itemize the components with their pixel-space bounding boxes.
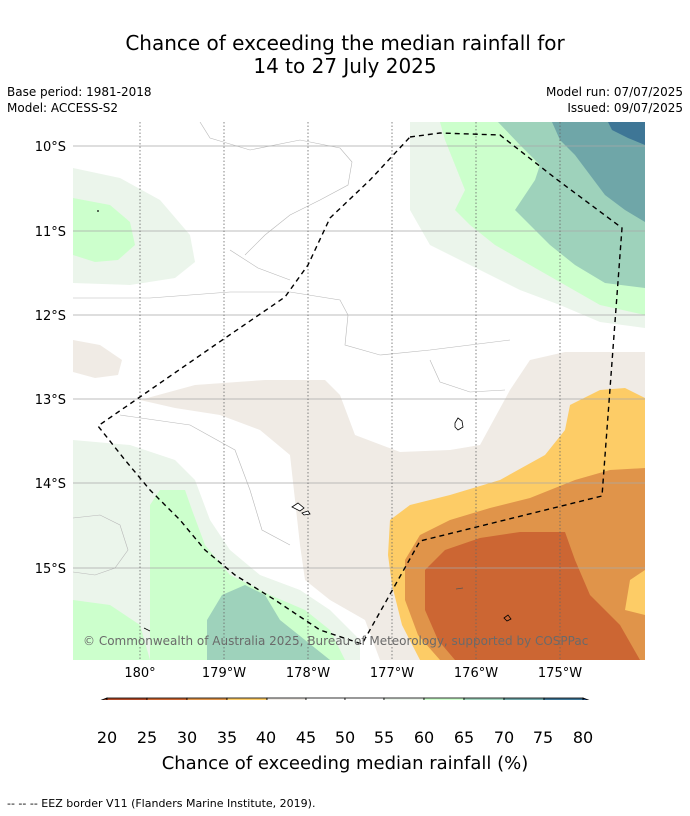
region-60-65-southwest: [150, 490, 345, 660]
colorbar-cell: [383, 697, 425, 700]
longitude-gridlines: [139, 122, 561, 660]
colorbar-cell-above80: [582, 697, 590, 700]
lon-label: 177°W: [370, 666, 414, 681]
colorbar-cell: [146, 697, 188, 700]
colorbar-title: Chance of exceeding median rainfall (%): [161, 753, 529, 774]
colorbar-tick-label: 80: [572, 728, 594, 747]
colorbar-tick-label: 50: [334, 728, 356, 747]
island-outline: [301, 510, 311, 516]
model-run-label: Model run: 07/07/2025: [545, 85, 683, 99]
colorbar-tick-label: 55: [373, 728, 395, 747]
colorbar-tick-label: 40: [255, 728, 277, 747]
colorbar-tick-label: 65: [453, 728, 475, 747]
colorbar-cell-below20: [100, 697, 108, 700]
colorbar-cell: [226, 697, 268, 700]
colorbar-tick-label: 30: [176, 728, 198, 747]
lon-label: 178°W: [286, 666, 330, 681]
colorbar-cell: [463, 697, 505, 700]
latitude-labels: 10°S 11°S 12°S 13°S 14°S 15°S: [35, 140, 66, 577]
base-period-label: Base period: 1981-2018: [7, 85, 152, 99]
model-label: Model: ACCESS-S2: [7, 101, 119, 115]
eez-border: [96, 132, 623, 645]
region-25-30-southeast: [425, 532, 640, 660]
region-65-70-southwest: [207, 585, 330, 660]
region-70-75-northeast: [552, 122, 645, 222]
island-outline: [503, 614, 512, 622]
copyright-text: © Commonwealth of Australia 2025, Bureau…: [83, 634, 588, 648]
colorbar-cell: [344, 697, 385, 700]
colorbar-tick-label: 45: [295, 728, 317, 747]
map-area: © Commonwealth of Australia 2025, Bureau…: [73, 122, 645, 660]
island-dot: [97, 210, 99, 212]
lat-label: 15°S: [35, 562, 66, 577]
region-75-80-northeast: [608, 122, 645, 145]
contour-line: [429, 359, 506, 393]
colorbar-cell: [503, 697, 545, 700]
lat-label: 11°S: [35, 225, 66, 240]
region-60-65-west: [73, 198, 135, 262]
colorbar-tick-label: 35: [216, 728, 238, 747]
contour-line: [119, 414, 291, 546]
colorbar-cell: [423, 697, 465, 700]
contour-line: [73, 514, 129, 576]
colorbar-tick-label: 60: [413, 728, 435, 747]
lat-label: 14°S: [35, 477, 66, 492]
lat-label: 12°S: [35, 309, 66, 324]
lon-label: 179°W: [202, 666, 246, 681]
rainfall-map: © Commonwealth of Australia 2025, Bureau…: [35, 122, 645, 700]
colorbar-cell: [106, 697, 148, 700]
colorbar-cell: [266, 697, 307, 700]
colorbar-cell: [305, 697, 346, 700]
island-outline: [454, 417, 464, 431]
issued-label: Issued: 09/07/2025: [567, 101, 683, 115]
lon-label: 175°W: [538, 666, 582, 681]
region-60-65-southwest-edge: [73, 600, 150, 660]
eez-footnote: -- -- -- EEZ border V11 (Flanders Marine…: [7, 797, 316, 810]
lon-label: 180°: [124, 666, 155, 681]
colorbar: [100, 697, 590, 700]
island-outline: [143, 627, 151, 632]
map-title-line2: 14 to 27 July 2025: [253, 54, 437, 78]
lat-label: 10°S: [35, 140, 66, 155]
lat-label: 13°S: [35, 393, 66, 408]
lon-label: 176°W: [454, 666, 498, 681]
colorbar-tick-label: 75: [532, 728, 554, 747]
colorbar-tick-label: 25: [136, 728, 158, 747]
colorbar-tick-label: 20: [96, 728, 118, 747]
latitude-gridlines: [73, 145, 645, 569]
region-40-45-west: [73, 340, 122, 378]
colorbar-cell: [186, 697, 228, 700]
colorbar-tick-label: 70: [493, 728, 515, 747]
island-outline: [455, 587, 464, 590]
contour-line: [229, 249, 291, 281]
colorbar-cell: [543, 697, 584, 700]
island-outline: [291, 502, 305, 512]
map-title-line1: Chance of exceeding the median rainfall …: [125, 31, 565, 55]
longitude-labels: 180° 179°W 178°W 177°W 176°W 175°W: [124, 666, 582, 681]
